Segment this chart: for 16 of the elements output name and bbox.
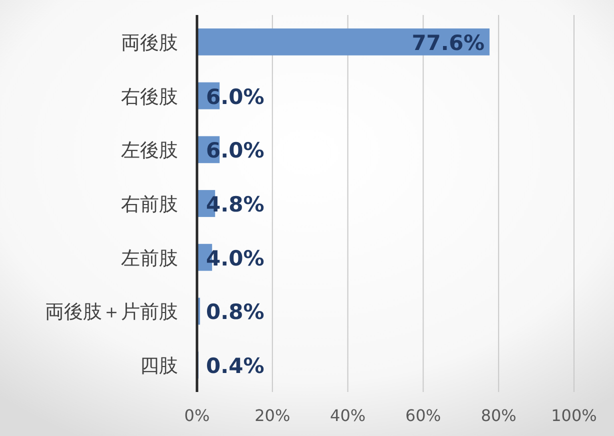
x-tick-label: 60% bbox=[405, 406, 441, 425]
y-tick-label: 右後肢 bbox=[121, 86, 178, 108]
x-tick-label: 100% bbox=[551, 406, 597, 425]
y-tick-label: 左前肢 bbox=[121, 247, 178, 270]
y-tick-label: 右前肢 bbox=[121, 194, 178, 216]
y-tick-label: 四肢 bbox=[140, 355, 178, 378]
x-tick-label: 80% bbox=[480, 406, 516, 425]
y-tick-label: 両後肢 bbox=[121, 32, 178, 54]
data-label: 0.4% bbox=[206, 354, 264, 378]
x-tick-label: 20% bbox=[254, 406, 290, 425]
data-label: 77.6% bbox=[412, 30, 485, 55]
x-tick-label: 40% bbox=[330, 406, 366, 425]
x-tick-label: 0% bbox=[184, 406, 210, 425]
y-tick-label: 両後肢＋片前肢 bbox=[45, 301, 178, 324]
data-label: 0.8% bbox=[206, 300, 264, 324]
y-tick-label: 左後肢 bbox=[121, 140, 178, 162]
